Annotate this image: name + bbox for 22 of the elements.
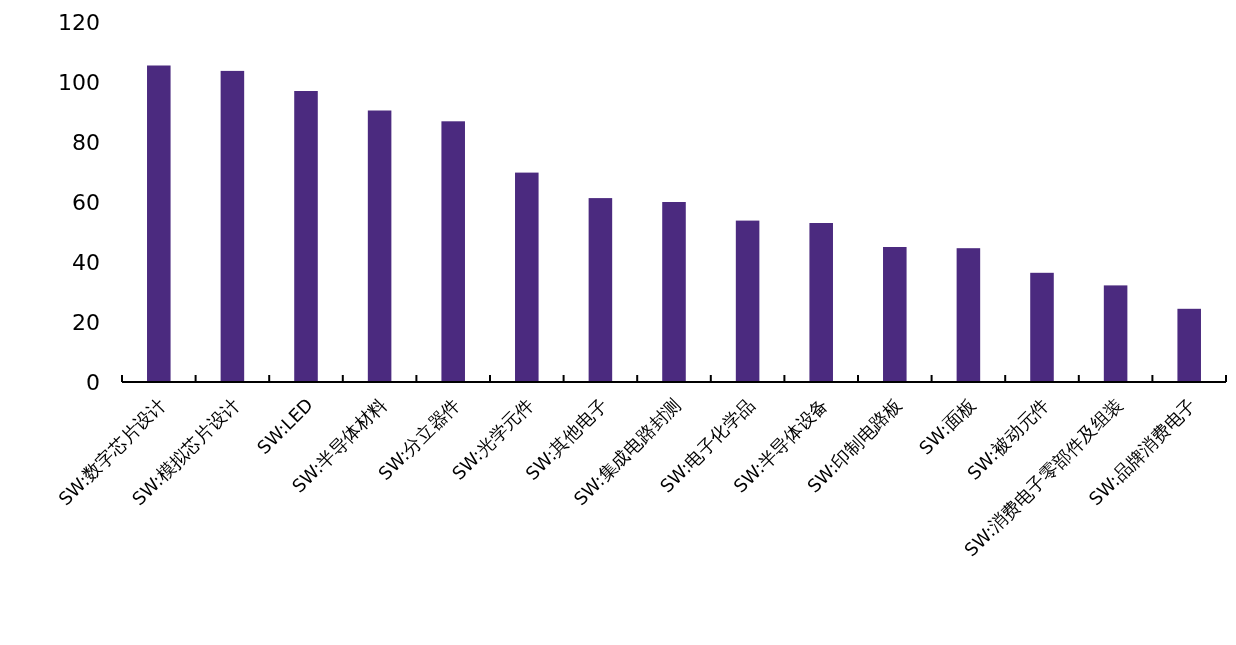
bar [220,70,245,382]
y-tick-label: 100 [58,70,100,95]
bar [1177,308,1201,382]
y-tick-label: 60 [72,190,100,215]
bar [441,121,465,382]
y-tick-label: 80 [72,130,100,155]
bar [662,202,686,382]
bar [588,198,613,382]
y-tick-label: 40 [72,250,100,275]
bar [515,172,539,382]
y-tick-label: 20 [72,310,100,335]
bar [1030,272,1054,382]
bar [809,223,833,382]
bar [735,220,760,382]
y-tick-label: 120 [58,10,100,35]
bar [1103,285,1128,382]
bar [367,110,392,382]
bar [956,248,981,382]
bar [883,247,907,382]
bar [294,91,318,382]
y-tick-label: 0 [86,370,100,395]
bar [147,65,171,382]
